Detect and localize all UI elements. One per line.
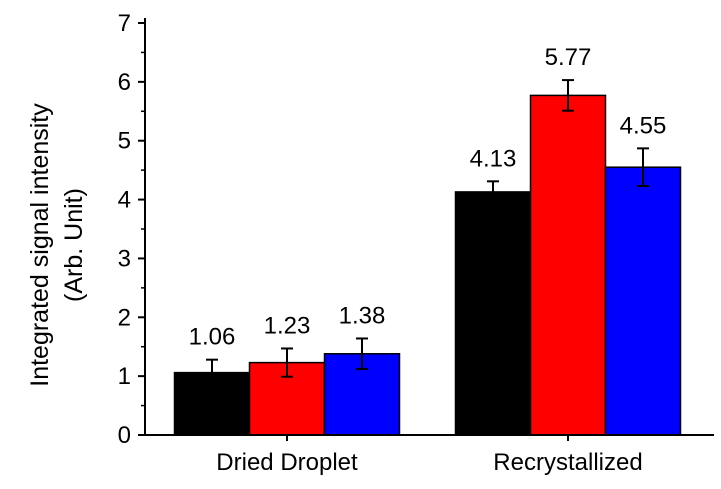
data-label-series-2-0: 1.23 [264, 312, 311, 339]
data-labels-layer: 1.06 1.23 1.38 4.13 5.77 4.55 [189, 44, 667, 351]
y-axis-title: Integrated signal intensity [26, 103, 54, 387]
data-label-series-1-0: 1.06 [189, 324, 236, 351]
y-tick-label-7: 7 [118, 10, 131, 37]
error-bars-layer [206, 79, 649, 387]
y-tick-label-3: 3 [118, 245, 131, 272]
data-label-series-3-0: 1.38 [339, 302, 386, 329]
y-tick-label-6: 6 [118, 69, 131, 96]
x-tick-label-0: Dried Droplet [216, 449, 358, 476]
x-tick-label-1: Recrystallized [493, 449, 642, 476]
y-tick-label-2: 2 [118, 304, 131, 331]
y-tick-label-0: 0 [118, 422, 131, 449]
bar-series-3-1 [604, 166, 682, 436]
y-tick-label-1: 1 [118, 363, 131, 390]
y-tick-label-4: 4 [118, 187, 131, 214]
data-label-series-2-1: 5.77 [545, 44, 592, 71]
bar-series-2-1 [529, 94, 607, 436]
data-label-series-3-1: 4.55 [620, 112, 667, 139]
y-axis-unit: (Arb. Unit) [60, 188, 88, 302]
axes-layer: Dried Droplet Recrystallized 0 1 2 3 4 5 6 7 [118, 10, 714, 476]
bars-layer [173, 94, 682, 436]
y-tick-label-5: 5 [118, 128, 131, 155]
bar-series-1-1 [454, 191, 532, 436]
data-label-series-1-1: 4.13 [470, 145, 517, 172]
